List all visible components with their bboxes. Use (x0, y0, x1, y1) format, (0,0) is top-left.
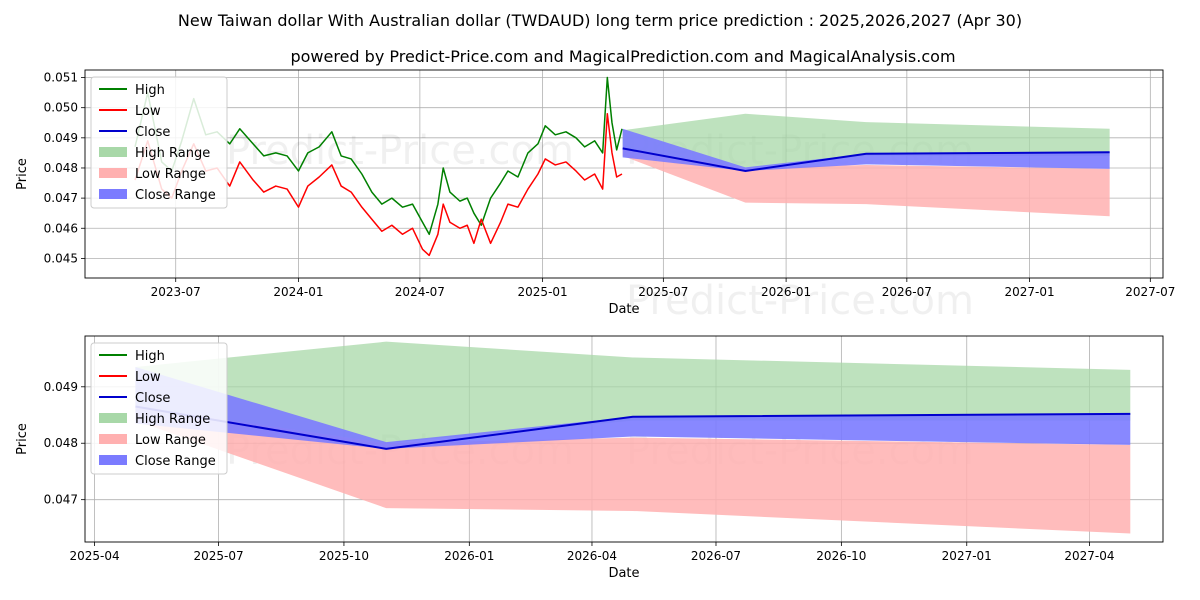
y-tick-label: 0.051 (44, 71, 78, 85)
x-tick-label: 2026-01 (444, 549, 494, 563)
low-range-band (622, 148, 1110, 217)
x-tick-label: 2027-01 (942, 549, 992, 563)
y-tick-label: 0.050 (44, 101, 78, 115)
legend-label: Low (135, 104, 161, 119)
legend-swatch-patch (99, 147, 127, 157)
close-forecast-line (622, 147, 1110, 172)
x-tick-label: 2026-07 (882, 285, 932, 299)
x-tick-label: 2024-07 (395, 285, 445, 299)
legend-swatch-patch (99, 455, 127, 465)
watermark-text: Predict-Price.com (226, 128, 574, 174)
y-tick-label: 0.046 (44, 221, 78, 235)
plot-area (135, 341, 1131, 534)
y-tick-label: 0.048 (44, 161, 78, 175)
x-tick-label: 2023-07 (151, 285, 201, 299)
close-range-band (135, 367, 1131, 449)
legend-label: Low Range (135, 433, 206, 448)
x-tick-label: 2027-07 (1125, 285, 1175, 299)
x-tick-label: 2026-04 (567, 549, 617, 563)
legend-label: Close Range (135, 188, 216, 203)
x-tick-label: 2025-07 (638, 285, 688, 299)
y-tick-label: 0.047 (44, 493, 78, 507)
legend: High Low Close High Range Low Range Close Ran… (90, 342, 228, 475)
high-series-line (134, 76, 623, 236)
close-range-band (622, 128, 1110, 171)
x-tick-label: 2025-07 (193, 549, 243, 563)
legend-label: Close (135, 125, 170, 140)
plot-frame (84, 335, 1164, 543)
legend-label: High (135, 83, 165, 98)
y-axis-label: Price (15, 158, 30, 190)
x-tick-label: 2025-01 (518, 285, 568, 299)
x-tick-label: 2026-07 (691, 549, 741, 563)
y-axis-label: Price (15, 423, 30, 455)
y-tick-label: 0.049 (44, 131, 78, 145)
x-tick-label: 2027-01 (1005, 285, 1055, 299)
legend: High Low Close High Range Low Range Close Ran… (90, 76, 228, 209)
legend-label: Close Range (135, 454, 216, 469)
x-tick-label: 2026-01 (761, 285, 811, 299)
y-tick-label: 0.045 (44, 251, 78, 265)
legend-label: High (135, 349, 165, 364)
chart-subtitle: powered by Predict-Price.com and Magical… (290, 47, 955, 66)
x-tick-label: 2025-10 (319, 549, 369, 563)
chart-title: New Taiwan dollar With Australian dollar… (178, 11, 1022, 30)
legend-label: High Range (135, 146, 210, 161)
x-axis-label: Date (608, 302, 639, 317)
plot-area (134, 76, 1110, 257)
legend-swatch-patch (99, 189, 127, 199)
legend-label: Low (135, 370, 161, 385)
legend-label: Close (135, 391, 170, 406)
lower-chart-panel: 2025-04 2025-07 2025-10 2026-01 2026-04 2026-… (15, 335, 1164, 581)
legend-swatch-patch (99, 434, 127, 444)
legend-swatch-patch (99, 168, 127, 178)
legend-swatch-patch (99, 413, 127, 423)
legend-label: High Range (135, 412, 210, 427)
x-tick-label: 2025-04 (69, 549, 119, 563)
upper-chart-panel: 2023-07 2024-01 2024-07 2025-01 2025-07 2026-… (15, 69, 1175, 324)
x-tick-label: 2027-04 (1064, 549, 1114, 563)
x-axis-label: Date (608, 566, 639, 581)
low-series-line (134, 112, 623, 257)
watermark-text: Predict-Price.com (626, 278, 974, 324)
legend-label: Low Range (135, 167, 206, 182)
low-range-band (135, 406, 1131, 534)
plot-frame (84, 69, 1164, 279)
x-tick-label: 2024-01 (273, 285, 323, 299)
y-tick-label: 0.047 (44, 191, 78, 205)
y-tick-label: 0.048 (44, 436, 78, 450)
x-tick-label: 2026-10 (816, 549, 866, 563)
close-forecast-line (135, 405, 1131, 450)
y-tick-label: 0.049 (44, 380, 78, 394)
